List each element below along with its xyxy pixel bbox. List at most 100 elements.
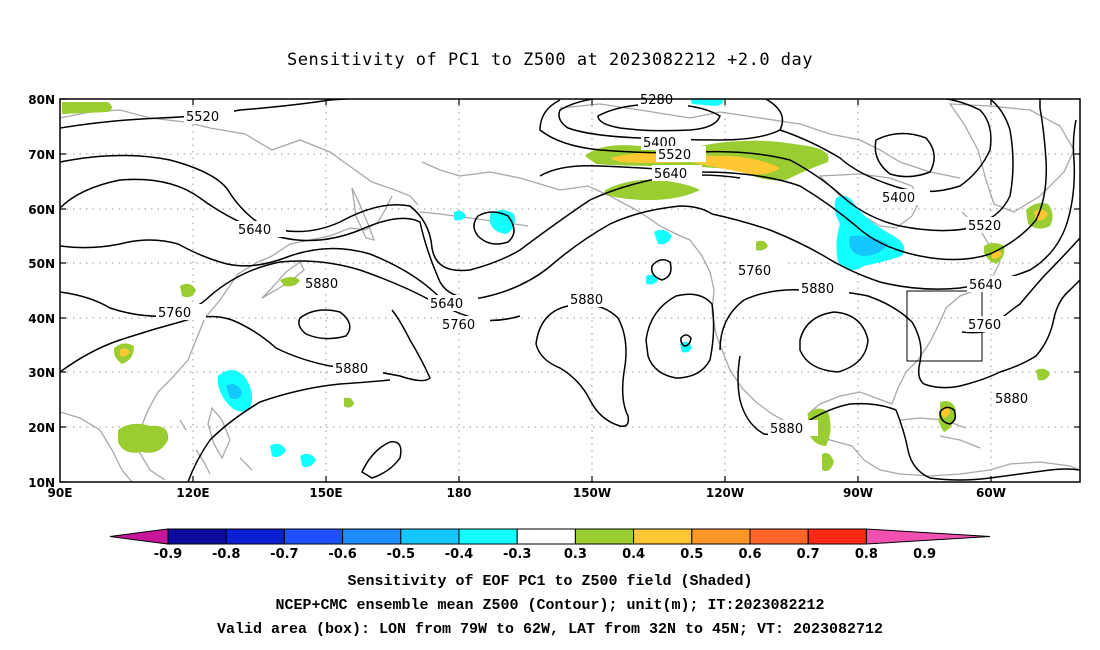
colorbar-label: -0.9 [154, 547, 182, 562]
contour-label-5520-east: 5520 [968, 219, 1001, 234]
caption-line-1: Sensitivity of EOF PC1 to Z500 field (Sh… [347, 573, 753, 590]
lon-label-120w: 120W [706, 486, 744, 500]
colorbar-label: -0.3 [503, 547, 531, 562]
shade-positive-misc-5 [822, 453, 834, 471]
lon-label-120e: 120E [176, 486, 209, 500]
coastlines [60, 103, 1080, 482]
lon-label-90w: 90W [843, 486, 873, 500]
contour-label-5760-canada: 5760 [738, 264, 771, 279]
contour-5400-east [779, 99, 992, 193]
shade-positive-alaska [605, 179, 700, 200]
contour-label-5640-alaska: 5640 [654, 167, 687, 182]
shade-negative-misc-5 [646, 274, 658, 285]
contour-label-5400-east: 5400 [882, 191, 915, 206]
coastline-alaska [421, 161, 691, 241]
contour-label-5880-pacific: 5880 [335, 362, 368, 377]
colorbar [109, 528, 991, 545]
lon-label-150w: 150W [573, 486, 611, 500]
shade-positive-siberia [62, 102, 112, 114]
lat-label-60n: 60N [28, 203, 55, 217]
colorbar-segment [225, 528, 285, 545]
colorbar-end-left [109, 528, 169, 545]
contour-5760-west [60, 178, 713, 299]
coastline-greenland [948, 103, 1075, 213]
shade-negative-canada-core [849, 235, 888, 256]
contour-5640-west [60, 154, 741, 272]
chart-title: Sensitivity of PC1 to Z500 at 2023082212… [286, 50, 813, 70]
shade-negative-misc-2 [270, 443, 286, 458]
contour-5880-pacific-high [60, 309, 431, 382]
shade-positive-misc-3 [344, 397, 354, 408]
colorbar-label: -0.5 [387, 547, 415, 562]
shade-positive-misc-2 [280, 277, 300, 287]
colorbar-label: 0.5 [680, 547, 703, 562]
lon-label-150e: 150E [309, 486, 342, 500]
contour-label-5880-north-america: 5880 [801, 282, 834, 297]
contour-5880-gulf [737, 355, 1080, 481]
colorbar-label: 0.7 [797, 547, 820, 562]
contour-label-5880-mid-pacific: 5880 [570, 293, 603, 308]
colorbar-label: -0.4 [445, 547, 473, 562]
coastline-se-asia [60, 411, 133, 482]
tick-marks [60, 98, 1080, 483]
colorbar-segment [516, 528, 576, 545]
lon-label-90e: 90E [48, 486, 73, 500]
contour-label-5640-pacific: 5640 [430, 297, 463, 312]
lat-label-70n: 70N [28, 148, 55, 162]
shade-positive-china-south [118, 423, 169, 453]
contour-5880-subtropic-low [361, 441, 402, 479]
lon-label-180: 180 [446, 486, 471, 500]
contour-label-5280-arctic: 5280 [640, 93, 673, 108]
coastline-kamchatka [351, 187, 376, 241]
contour-label-5760-west: 5760 [158, 306, 191, 321]
shade-negative-arctic [690, 99, 724, 106]
colorbar-label: -0.7 [270, 547, 298, 562]
contour-5880-caribbean-cutoff [939, 406, 957, 425]
contour-5520-arctic [539, 99, 1014, 232]
contour-5880-cutoff-west [298, 309, 351, 340]
colorbar-label: 0.6 [738, 547, 761, 562]
colorbar-segment [749, 528, 809, 545]
colorbar-label: 0.4 [622, 547, 645, 562]
colorbar-segment [458, 528, 518, 545]
contour-5880-pacific-south [187, 379, 391, 482]
lat-axis-labels: 80N 70N 60N 50N 40N 30N 20N 10N [28, 93, 55, 490]
shade-positive-atlantic [1036, 368, 1050, 381]
contour-5400-arctic [558, 99, 784, 141]
coastline-asia-east [137, 195, 393, 481]
contour-label-5760-pacific: 5760 [442, 318, 475, 333]
contour-label-5520-arctic: 5520 [658, 148, 691, 163]
coastline-caribbean [879, 417, 991, 477]
colorbar-segment [167, 528, 227, 545]
coastline-asia-north [60, 109, 419, 206]
contour-label-5880-gulf: 5880 [770, 422, 803, 437]
colorbar-segment [691, 528, 751, 545]
contour-5880-mid-pacific [535, 303, 630, 428]
contour-label-5760-east: 5760 [968, 318, 1001, 333]
shade-negative-gulf-alaska [654, 229, 672, 245]
shade-negative-misc-1 [454, 210, 466, 221]
coastline-arctic-canada [559, 103, 961, 179]
lat-label-50n: 50N [28, 257, 55, 271]
colorbar-segment [342, 528, 402, 545]
coastline-north-america-east [891, 211, 1001, 405]
shade-negative-west-pacific-core [226, 384, 242, 400]
contour-5880-asia [60, 260, 521, 322]
caption-line-3: Valid area (box): LON from 79W to 62W, L… [216, 621, 884, 638]
colorbar-segment [574, 528, 635, 545]
contour-label-group: 5520 5640 5760 5880 5880 5640 5760 5880 … [156, 92, 1043, 437]
coastline-south-america [989, 461, 1080, 471]
contour-5400-hudson-low [874, 132, 935, 178]
colorbar-labels: -0.9 -0.8 -0.7 -0.6 -0.5 -0.4 -0.3 0.3 0.4 0.5 0.6… [154, 547, 936, 562]
lat-label-30n: 30N [28, 366, 55, 380]
contour-label-5640-east: 5640 [969, 278, 1002, 293]
shade-positive-misc-4 [756, 240, 768, 251]
contour-5880-atlantic-cutoff [799, 311, 869, 373]
colorbar-label: 0.8 [855, 547, 878, 562]
gridlines [60, 99, 1080, 482]
lat-label-80n: 80N [28, 93, 55, 107]
contour-5760-east [711, 119, 1077, 290]
z500-contours [60, 99, 1080, 482]
contour-5640-east [539, 99, 1048, 261]
shade-negative-canada [834, 196, 905, 271]
